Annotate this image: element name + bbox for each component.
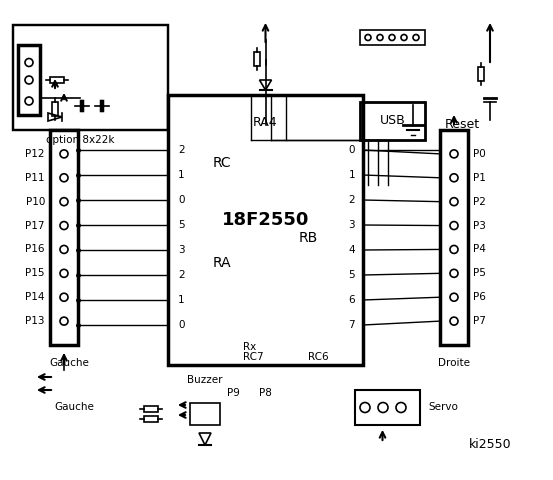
Text: P14: P14: [25, 292, 45, 302]
Text: RC6: RC6: [308, 352, 328, 362]
Text: P0: P0: [473, 149, 486, 159]
Text: P13: P13: [25, 316, 45, 326]
Bar: [144, 416, 158, 422]
Text: Rx: Rx: [243, 342, 256, 352]
Bar: [144, 406, 158, 412]
Text: Reset: Reset: [445, 119, 480, 132]
Text: Servo: Servo: [428, 403, 458, 412]
Text: RC: RC: [213, 156, 232, 170]
Text: 1: 1: [178, 295, 185, 305]
Text: USB: USB: [379, 115, 405, 128]
Text: 2: 2: [348, 195, 355, 205]
Text: 2: 2: [178, 145, 185, 155]
Text: 3: 3: [348, 220, 355, 230]
Text: 1: 1: [348, 170, 355, 180]
Text: Gauche: Gauche: [54, 402, 94, 412]
Bar: [50, 77, 64, 83]
Bar: [360, 30, 425, 45]
Text: 0: 0: [178, 320, 185, 330]
Bar: [190, 403, 220, 425]
Text: P11: P11: [25, 173, 45, 183]
Text: RA4: RA4: [253, 117, 278, 130]
Text: RA: RA: [213, 256, 232, 270]
Text: P6: P6: [473, 292, 486, 302]
Bar: [360, 102, 425, 140]
Text: P1: P1: [473, 173, 486, 183]
Text: Gauche: Gauche: [49, 358, 89, 368]
Text: P10: P10: [25, 197, 45, 207]
Text: P15: P15: [25, 268, 45, 278]
Text: P2: P2: [473, 197, 486, 207]
Text: 2: 2: [178, 270, 185, 280]
Text: P9: P9: [227, 388, 239, 398]
Bar: [13, 25, 168, 130]
Text: 1: 1: [178, 170, 185, 180]
Text: P8: P8: [259, 388, 272, 398]
Text: 3: 3: [178, 245, 185, 255]
Bar: [52, 102, 58, 116]
Text: P7: P7: [473, 316, 486, 326]
Bar: [440, 130, 468, 345]
Text: 4: 4: [348, 245, 355, 255]
Text: P12: P12: [25, 149, 45, 159]
Bar: [355, 390, 420, 425]
Text: 7: 7: [348, 320, 355, 330]
Text: RB: RB: [299, 230, 318, 244]
Bar: [18, 45, 40, 115]
Bar: [168, 95, 363, 365]
Text: option 8x22k: option 8x22k: [46, 135, 115, 145]
Text: 18F2550: 18F2550: [222, 211, 309, 229]
Text: P17: P17: [25, 220, 45, 230]
Bar: [50, 130, 78, 345]
Text: ki2550: ki2550: [469, 439, 512, 452]
Text: P5: P5: [473, 268, 486, 278]
Bar: [478, 67, 484, 81]
Text: 0: 0: [348, 145, 355, 155]
Text: P4: P4: [473, 244, 486, 254]
Text: P16: P16: [25, 244, 45, 254]
Text: 5: 5: [178, 220, 185, 230]
Text: Droite: Droite: [438, 358, 470, 368]
Text: 0: 0: [178, 195, 185, 205]
Text: 5: 5: [348, 270, 355, 280]
Bar: [253, 52, 259, 66]
Text: P3: P3: [473, 220, 486, 230]
Text: 6: 6: [348, 295, 355, 305]
Text: RC7: RC7: [243, 352, 264, 362]
Text: Buzzer: Buzzer: [187, 375, 223, 385]
